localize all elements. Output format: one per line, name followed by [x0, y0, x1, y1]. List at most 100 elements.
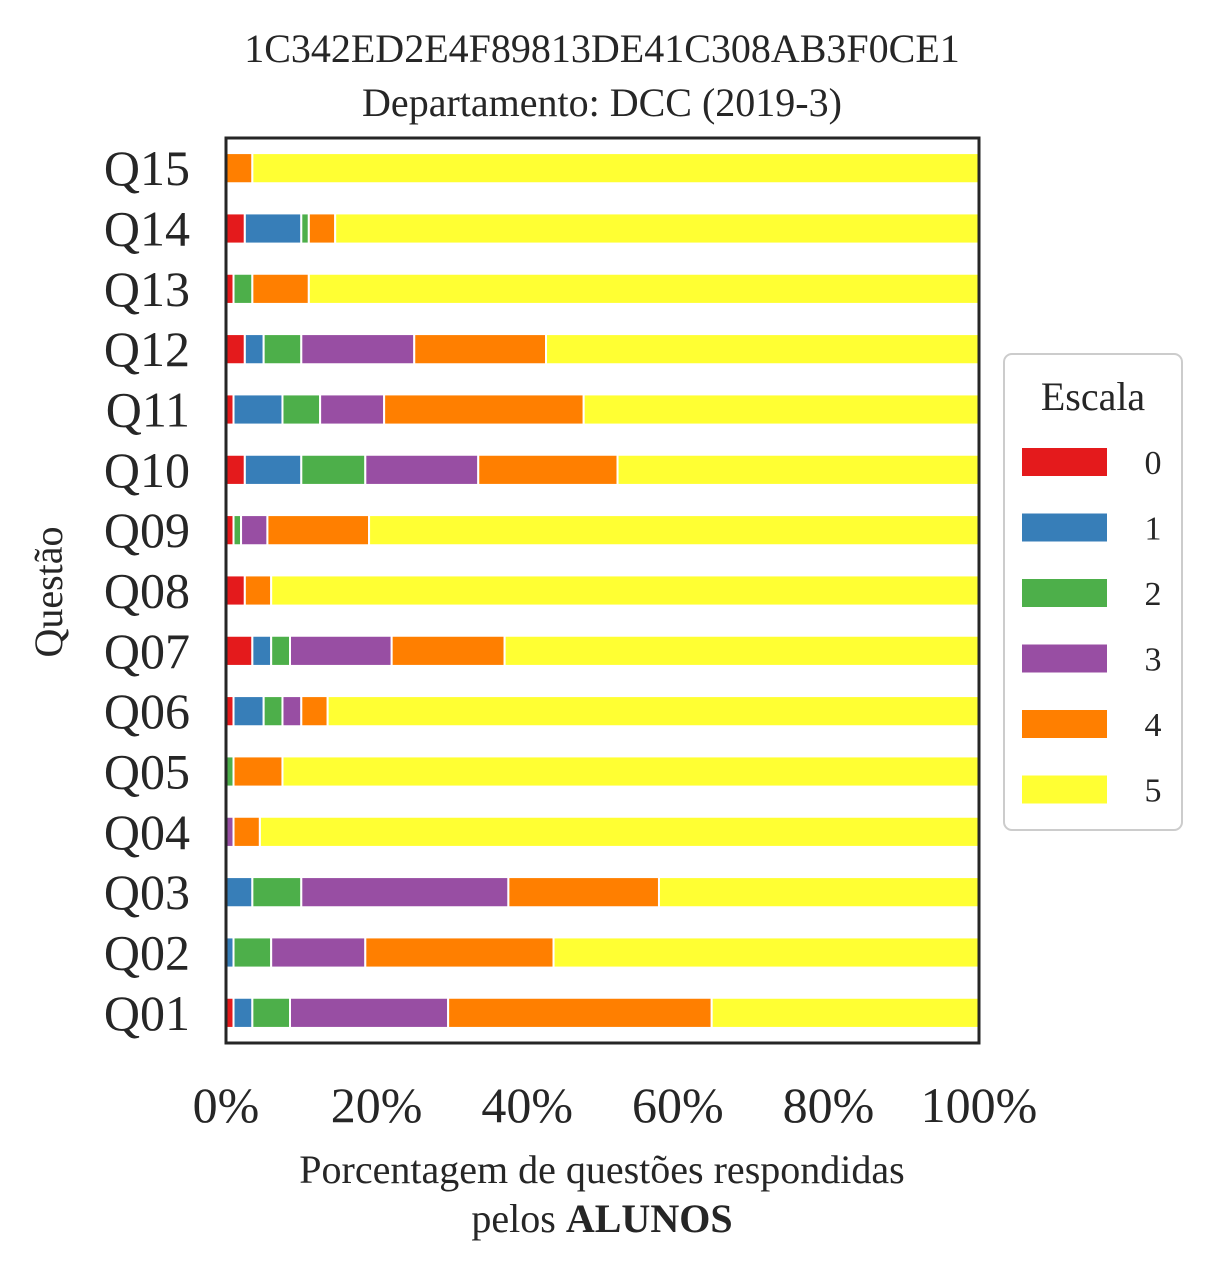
legend-label-2: 2 — [1145, 576, 1162, 613]
bar-segment-q02-scale-4 — [364, 936, 555, 969]
bar-segment-q11-scale-5 — [582, 393, 980, 426]
bar-segment-q07-scale-5 — [503, 634, 980, 667]
bar-segment-q11-scale-2 — [281, 393, 322, 426]
bar-segment-q14-scale-4 — [307, 212, 337, 245]
bar-segment-q02-scale-5 — [552, 936, 980, 969]
y-tick-label: Q14 — [104, 201, 190, 257]
y-tick-label: Q12 — [104, 321, 190, 377]
y-axis-label: Questão — [26, 526, 71, 657]
chart-title: 1C342ED2E4F89813DE41C308AB3F0CE1 — [244, 26, 960, 71]
bar-segment-q15-scale-4 — [225, 152, 254, 185]
bar-segment-q14-scale-0 — [225, 212, 246, 245]
bar-segment-q09-scale-2 — [232, 514, 243, 547]
bar-segment-q10-scale-3 — [364, 453, 480, 486]
y-tick-label: Q07 — [104, 623, 190, 679]
bar-segment-q08-scale-0 — [225, 574, 246, 607]
bar-segment-q12-scale-5 — [545, 333, 981, 366]
x-axis-label-prefix: pelos — [471, 1196, 565, 1241]
bar-segment-q03-scale-3 — [300, 876, 510, 909]
bar-segment-q03-scale-1 — [225, 876, 254, 909]
x-axis-label-bold: ALUNOS — [566, 1196, 733, 1241]
bar-segment-q04-scale-4 — [232, 815, 261, 848]
legend-swatch-5 — [1022, 775, 1107, 804]
bar-segment-q10-scale-0 — [225, 453, 246, 486]
bar-segment-q11-scale-3 — [319, 393, 386, 426]
bar-segment-q03-scale-2 — [251, 876, 303, 909]
legend-swatch-2 — [1022, 579, 1107, 607]
bar-segment-q07-scale-2 — [270, 634, 292, 667]
bar-segment-q07-scale-3 — [289, 634, 393, 667]
y-tick-labels: Q01Q02Q03Q04Q05Q06Q07Q08Q09Q10Q11Q12Q13Q… — [104, 140, 190, 1041]
bar-segment-q14-scale-2 — [300, 212, 310, 245]
bar-segment-q14-scale-5 — [334, 212, 980, 245]
bar-segment-q09-scale-5 — [368, 514, 980, 547]
plot-area-frame — [224, 136, 981, 1045]
legend-label-1: 1 — [1145, 511, 1162, 548]
bar-segment-q07-scale-4 — [390, 634, 506, 667]
chart-subtitle: Departamento: DCC (2019-3) — [362, 80, 842, 125]
bar-segment-q08-scale-5 — [270, 574, 980, 607]
bar-segment-q11-scale-4 — [383, 393, 585, 426]
bar-segment-q14-scale-1 — [243, 212, 303, 245]
x-tick-label: 0% — [193, 1077, 260, 1133]
bar-segment-q05-scale-4 — [232, 755, 284, 788]
x-tick-label: 60% — [632, 1077, 724, 1133]
bar-segment-q12-scale-3 — [300, 333, 416, 366]
legend-label-5: 5 — [1145, 773, 1162, 810]
legend-swatch-0 — [1022, 448, 1107, 476]
x-axis-label-line2: pelos ALUNOS — [471, 1196, 732, 1241]
bar-segment-q01-scale-5 — [710, 996, 980, 1029]
y-tick-label: Q06 — [104, 683, 190, 739]
y-tick-label: Q03 — [104, 864, 190, 920]
legend-label-4: 4 — [1145, 707, 1162, 744]
bar-segment-q13-scale-4 — [251, 272, 310, 305]
legend-title: Escala — [1041, 374, 1146, 419]
bar-segment-q01-scale-2 — [251, 996, 292, 1029]
y-tick-label: Q05 — [104, 744, 190, 800]
bar-segment-q15-scale-5 — [251, 152, 981, 185]
legend-swatch-3 — [1022, 644, 1107, 673]
bar-segment-q01-scale-4 — [447, 996, 713, 1029]
x-tick-labels: 0% 20% 40% 60% 80% 100% — [193, 1077, 1038, 1133]
bar-segment-q09-scale-4 — [266, 514, 371, 547]
x-tick-label: 100% — [921, 1077, 1038, 1133]
bar-segment-q12-scale-2 — [262, 333, 303, 366]
bar-segment-q09-scale-3 — [240, 514, 269, 547]
bar-segment-q10-scale-5 — [616, 453, 980, 486]
bar-segment-q03-scale-5 — [657, 876, 980, 909]
bar-segment-q08-scale-4 — [243, 574, 273, 607]
bar-segment-q10-scale-4 — [477, 453, 619, 486]
bar-segment-q10-scale-2 — [300, 453, 367, 486]
bar-segment-q07-scale-1 — [251, 634, 273, 667]
y-tick-label: Q01 — [104, 985, 190, 1041]
bar-segment-q06-scale-2 — [262, 695, 284, 728]
y-tick-label: Q11 — [106, 382, 190, 438]
bar-segment-q06-scale-3 — [281, 695, 303, 728]
legend-items: 0 1 2 3 4 5 — [1022, 445, 1162, 810]
legend-label-3: 3 — [1145, 642, 1162, 679]
bar-group — [225, 152, 981, 1029]
bar-segment-q13-scale-5 — [307, 272, 980, 305]
x-tick-label: 40% — [481, 1077, 573, 1133]
bar-segment-q06-scale-4 — [300, 695, 329, 728]
legend-swatch-4 — [1022, 710, 1107, 738]
bar-segment-q01-scale-1 — [232, 996, 254, 1029]
x-axis-label-line1: Porcentagem de questões respondidas — [299, 1147, 904, 1192]
bar-segment-q01-scale-3 — [289, 996, 450, 1029]
bar-segment-q12-scale-1 — [243, 333, 265, 366]
y-tick-label: Q15 — [104, 140, 190, 196]
bar-segment-q06-scale-1 — [232, 695, 265, 728]
bar-segment-q03-scale-4 — [507, 876, 660, 909]
bar-segment-q02-scale-2 — [232, 936, 273, 969]
legend-swatch-1 — [1022, 513, 1107, 542]
bar-segment-q12-scale-4 — [413, 333, 548, 366]
y-tick-label: Q10 — [104, 442, 190, 498]
y-tick-label: Q09 — [104, 502, 190, 558]
legend-label-0: 0 — [1145, 445, 1162, 482]
x-tick-label: 80% — [783, 1077, 875, 1133]
bar-segment-q12-scale-0 — [225, 333, 246, 366]
bar-segment-q07-scale-0 — [225, 634, 254, 667]
bar-segment-q10-scale-1 — [243, 453, 303, 486]
y-tick-label: Q02 — [104, 925, 190, 981]
